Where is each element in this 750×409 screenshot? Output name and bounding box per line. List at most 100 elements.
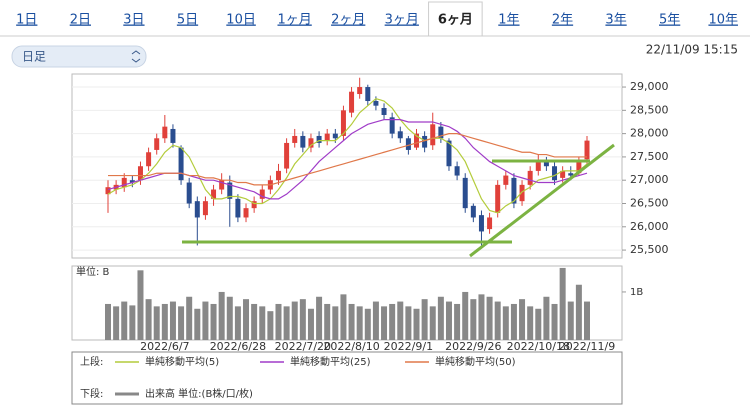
volume-bar — [316, 296, 323, 340]
candle-body — [487, 217, 493, 230]
candle-body — [259, 189, 265, 199]
candle-body — [340, 110, 346, 136]
tab[interactable]: 2ヶ月 — [331, 13, 365, 28]
candle-body — [170, 128, 176, 143]
tab[interactable]: 10年 — [708, 13, 738, 28]
candle-body — [186, 182, 192, 204]
volume-bar — [527, 306, 534, 340]
volume-bar — [210, 303, 217, 340]
tab[interactable]: 2日 — [70, 13, 91, 28]
candle-body — [584, 140, 590, 160]
volume-bar — [372, 301, 379, 340]
candle-body — [146, 152, 152, 167]
volume-bar — [445, 301, 452, 340]
tab[interactable]: 3年 — [605, 13, 626, 28]
volume-bar — [429, 306, 436, 340]
volume-bar — [332, 306, 339, 340]
candle-body — [349, 91, 355, 113]
x-tick-label: 2022/9/26 — [445, 340, 501, 353]
volume-bar — [283, 306, 290, 340]
candle-body — [422, 135, 428, 148]
candle-body — [446, 140, 452, 167]
volume-bar — [494, 301, 501, 340]
candle-body — [357, 87, 363, 95]
candle-body — [373, 101, 379, 106]
candle-body — [121, 177, 127, 188]
candle-body — [535, 161, 541, 171]
y-tick-label: 26,000 — [630, 220, 669, 233]
volume-bar — [169, 301, 176, 340]
candle-body — [194, 201, 200, 218]
candle-body — [219, 180, 225, 190]
candle-body — [105, 187, 111, 195]
candle-body — [478, 215, 484, 232]
volume-bar — [364, 308, 371, 340]
volume-bar — [105, 303, 111, 340]
candle-body — [527, 170, 533, 185]
volume-bar — [178, 306, 185, 340]
candle-body — [560, 170, 566, 178]
candle-body — [275, 170, 281, 181]
volume-bar — [267, 311, 274, 340]
volume-tick-label: 1B — [630, 287, 643, 298]
volume-bar — [234, 306, 241, 340]
tab[interactable]: 1日 — [16, 13, 37, 28]
candle-body — [552, 166, 558, 181]
y-tick-label: 25,500 — [630, 243, 669, 256]
volume-bar — [307, 308, 314, 340]
volume-bar — [299, 299, 306, 340]
candle-body — [519, 184, 525, 202]
candle-body — [332, 133, 338, 139]
volume-bar — [381, 306, 388, 340]
volume-bar — [153, 306, 160, 340]
candle-body — [211, 189, 217, 199]
dropdown[interactable] — [11, 45, 147, 68]
candle-body — [462, 177, 468, 209]
legend-label: 単純移動平均(25) — [290, 355, 371, 368]
x-tick-label: 2022/8/10 — [323, 340, 379, 353]
tab[interactable]: 3ヶ月 — [385, 13, 419, 28]
tab[interactable]: 10日 — [226, 13, 256, 28]
timestamp: 22/11/09 15:15 — [646, 43, 738, 57]
candle-body — [235, 198, 241, 218]
trend-lines — [182, 143, 615, 258]
tab: 6ヶ月 — [438, 13, 473, 28]
tab[interactable]: 3日 — [123, 13, 144, 28]
legend-upper-label: 上段: — [80, 355, 103, 368]
candle-body — [300, 135, 306, 148]
tab-selected — [428, 1, 483, 37]
volume-bar — [291, 301, 298, 340]
candle-body — [243, 208, 249, 218]
legend-lower-label: 下段: — [80, 387, 103, 400]
volume-bar — [437, 296, 444, 340]
tab[interactable]: 1年 — [498, 13, 519, 28]
volume-bar — [186, 296, 193, 340]
x-tick-label: 2022/6/28 — [210, 340, 266, 353]
volume-bar — [251, 303, 258, 340]
candle-body — [316, 135, 322, 143]
volume-bar — [145, 299, 152, 340]
x-tick-label: 2022/10/18 — [507, 340, 570, 353]
x-tick-label: 2022/6/7 — [140, 340, 189, 353]
tab[interactable]: 5日 — [177, 13, 198, 28]
volume-bar — [202, 301, 209, 340]
x-tick-label: 2022/11/9 — [559, 340, 615, 353]
dropdown-label: 日足 — [22, 50, 46, 64]
dropdown-icon — [131, 50, 141, 63]
candle-body — [389, 117, 395, 134]
volume-bar — [486, 296, 493, 340]
ma-line — [107, 98, 588, 214]
tab[interactable]: 1ヶ月 — [278, 13, 312, 28]
candle-body — [470, 205, 476, 218]
volume-bar — [356, 306, 363, 340]
candle-body — [430, 124, 436, 146]
plot — [72, 77, 626, 251]
volume-bar — [519, 299, 526, 340]
y-tick-label: 28,500 — [630, 103, 669, 116]
candle-body — [308, 138, 314, 148]
tab[interactable]: 5年 — [659, 13, 680, 28]
tab[interactable]: 2年 — [552, 13, 573, 28]
volume-bar — [389, 303, 396, 340]
